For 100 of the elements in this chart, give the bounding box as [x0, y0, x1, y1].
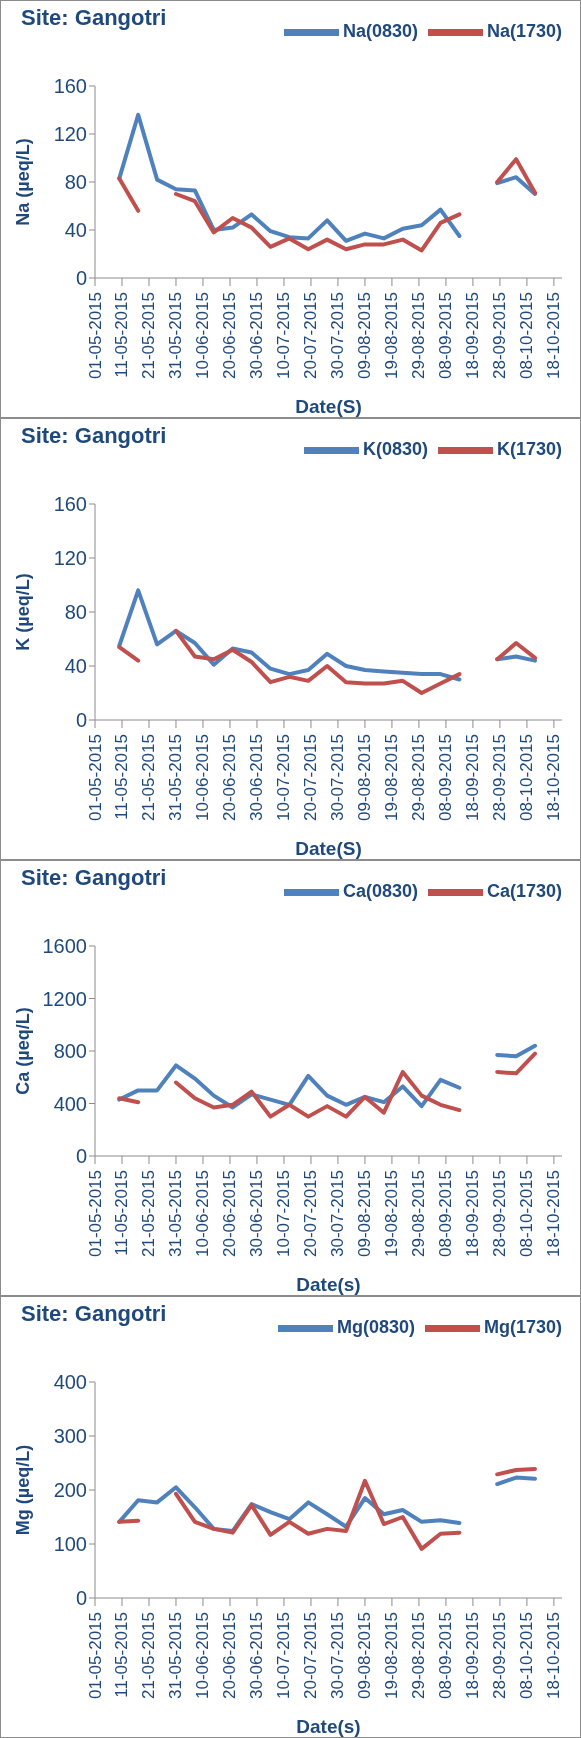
legend-label: K(0830): [362, 439, 428, 460]
x-tick-label: 10-06-2015: [193, 292, 213, 379]
x-tick-label: 09-08-2015: [355, 734, 375, 821]
y-tick-label: 200: [53, 1479, 87, 1502]
x-tick-label: 20-07-2015: [301, 292, 321, 379]
x-tick-label: 20-06-2015: [220, 734, 240, 821]
x-tick-label: 20-07-2015: [301, 1170, 321, 1257]
x-tick-label: 20-06-2015: [220, 1612, 240, 1699]
x-tick-label: 20-06-2015: [220, 1170, 240, 1257]
y-tick-label: 1600: [42, 935, 87, 958]
x-tick-label: 19-08-2015: [382, 292, 402, 379]
y-tick-label: 80: [64, 171, 87, 194]
x-tick-label: 11-05-2015: [112, 1612, 132, 1698]
x-tick-label: 09-08-2015: [355, 292, 375, 379]
y-tick-label: 120: [53, 547, 87, 570]
legend-label: Mg(1730): [483, 1317, 562, 1338]
x-tick-label: 31-05-2015: [166, 1170, 186, 1257]
x-axis-title: Date(S): [295, 838, 362, 859]
x-tick-label: 08-09-2015: [436, 734, 456, 821]
x-tick-label: 31-05-2015: [166, 734, 186, 821]
x-tick-label: 21-05-2015: [139, 734, 159, 821]
legend-label: Ca(1730): [486, 881, 562, 902]
x-tick-label: 20-07-2015: [301, 734, 321, 821]
x-tick-label: 30-06-2015: [247, 1612, 267, 1699]
y-tick-label: 40: [64, 655, 87, 678]
legend-label: K(1730): [496, 439, 562, 460]
chart-title: Site: Gangotri: [21, 5, 167, 31]
y-tick-label: 80: [64, 601, 87, 624]
x-tick-label: 18-10-2015: [544, 1170, 564, 1257]
legend-label: Mg(0830): [336, 1317, 415, 1338]
x-tick-label: 30-06-2015: [247, 1170, 267, 1257]
x-tick-label: 18-09-2015: [463, 292, 483, 379]
x-tick-label: 19-08-2015: [382, 1170, 402, 1257]
x-tick-label: 21-05-2015: [139, 1170, 159, 1257]
x-tick-label: 29-08-2015: [409, 1170, 429, 1257]
x-tick-label: 28-09-2015: [490, 734, 510, 821]
x-tick-label: 10-06-2015: [193, 1612, 213, 1699]
x-tick-label: 18-09-2015: [463, 734, 483, 821]
x-tick-label: 08-10-2015: [517, 292, 537, 379]
chart-title: Site: Gangotri: [21, 1301, 167, 1327]
x-tick-label: 11-05-2015: [112, 734, 132, 820]
x-tick-label: 30-07-2015: [328, 1170, 348, 1257]
x-tick-label: 18-10-2015: [544, 734, 564, 821]
y-tick-label: 120: [53, 123, 87, 146]
x-tick-label: 01-05-2015: [85, 292, 105, 379]
x-tick-label: 30-06-2015: [247, 734, 267, 821]
x-tick-label: 09-08-2015: [355, 1170, 375, 1257]
x-tick-label: 28-09-2015: [490, 1170, 510, 1257]
x-tick-label: 18-10-2015: [544, 1612, 564, 1699]
legend-label: Ca(0830): [342, 881, 418, 902]
x-tick-label: 28-09-2015: [490, 292, 510, 379]
y-axis-title: Na (µeq/L): [13, 138, 34, 226]
x-tick-label: 18-09-2015: [463, 1170, 483, 1257]
x-tick-label: 08-10-2015: [517, 1170, 537, 1257]
x-tick-label: 10-07-2015: [274, 734, 294, 821]
y-axis-title: K (µeq/L): [13, 573, 34, 651]
x-tick-label: 08-10-2015: [517, 1612, 537, 1699]
x-tick-label: 31-05-2015: [166, 1612, 186, 1699]
x-tick-label: 31-05-2015: [166, 292, 186, 379]
legend-label: Na(0830): [342, 21, 418, 42]
x-tick-label: 10-06-2015: [193, 734, 213, 821]
x-tick-label: 08-09-2015: [436, 1170, 456, 1257]
y-tick-label: 300: [53, 1425, 87, 1448]
x-tick-label: 01-05-2015: [85, 734, 105, 821]
x-tick-label: 08-09-2015: [436, 1612, 456, 1699]
x-tick-label: 28-09-2015: [490, 1612, 510, 1699]
x-tick-label: 09-08-2015: [355, 1612, 375, 1699]
x-axis-title: Date(s): [296, 1274, 361, 1295]
x-tick-label: 11-05-2015: [112, 292, 132, 378]
x-tick-label: 10-06-2015: [193, 1170, 213, 1257]
x-tick-label: 08-10-2015: [517, 734, 537, 821]
x-tick-label: 21-05-2015: [139, 1612, 159, 1699]
y-tick-label: 160: [53, 75, 87, 98]
y-tick-label: 800: [53, 1040, 87, 1063]
y-tick-label: 0: [75, 1145, 87, 1168]
y-tick-label: 100: [53, 1533, 87, 1556]
x-tick-label: 21-05-2015: [139, 292, 159, 379]
y-axis-title: Ca (µeq/L): [13, 1007, 34, 1095]
x-tick-label: 08-09-2015: [436, 292, 456, 379]
y-tick-label: 1200: [42, 987, 87, 1010]
x-tick-label: 30-07-2015: [328, 292, 348, 379]
legend-label: Na(1730): [486, 21, 562, 42]
x-tick-label: 01-05-2015: [85, 1170, 105, 1257]
y-axis-title: Mg (µeq/L): [13, 1444, 34, 1536]
chart-title: Site: Gangotri: [21, 423, 167, 449]
x-tick-label: 29-08-2015: [409, 734, 429, 821]
y-tick-label: 40: [64, 219, 87, 242]
x-tick-label: 10-07-2015: [274, 292, 294, 379]
chart-title: Site: Gangotri: [21, 865, 167, 891]
x-axis-title: Date(s): [296, 1716, 361, 1737]
x-tick-label: 19-08-2015: [382, 734, 402, 821]
x-tick-label: 20-06-2015: [220, 292, 240, 379]
x-tick-label: 30-06-2015: [247, 292, 267, 379]
x-tick-label: 30-07-2015: [328, 734, 348, 821]
x-tick-label: 18-10-2015: [544, 292, 564, 379]
x-tick-label: 01-05-2015: [85, 1612, 105, 1699]
y-tick-label: 160: [53, 493, 87, 516]
x-tick-label: 29-08-2015: [409, 292, 429, 379]
x-tick-label: 30-07-2015: [328, 1612, 348, 1699]
x-tick-label: 20-07-2015: [301, 1612, 321, 1699]
